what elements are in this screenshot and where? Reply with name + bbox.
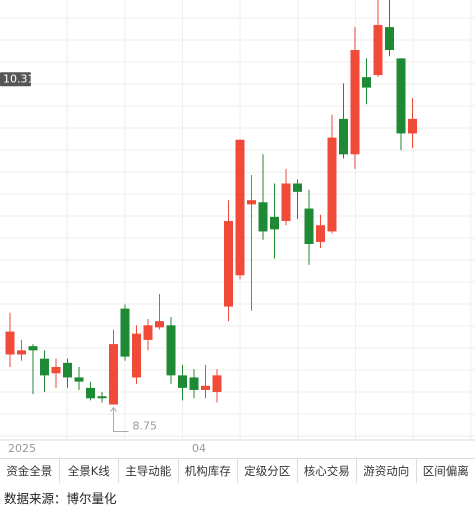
candle-body [155, 321, 164, 328]
candle-body [143, 325, 153, 340]
candle-body [408, 118, 417, 134]
candle-body [28, 346, 38, 351]
tab[interactable]: 定级分区 [238, 459, 298, 483]
x-tick-label: 2025 [8, 442, 36, 455]
candle-body [339, 118, 348, 155]
low-marker-label: 8.75 [133, 420, 158, 433]
candle-body [385, 27, 394, 51]
candle-body [40, 358, 49, 376]
candle-body [212, 375, 222, 393]
candle-body [304, 208, 314, 244]
tab[interactable]: 资金全景 [0, 459, 60, 483]
price-label: 10.31 [3, 73, 35, 86]
candle-body [109, 344, 118, 405]
candle-body [5, 331, 15, 355]
candle-body [74, 377, 84, 382]
candle-body [97, 396, 107, 399]
candle-body [189, 377, 199, 390]
candle-body [396, 58, 406, 134]
candle-body [178, 375, 187, 388]
tab[interactable]: 主导动能 [119, 459, 179, 483]
candle-body [281, 183, 291, 222]
tab[interactable]: 机构库存 [179, 459, 238, 483]
x-tick-label: 04 [192, 442, 206, 455]
tab[interactable]: 游资动向 [357, 459, 417, 483]
candle-body [327, 137, 337, 232]
candle-body [293, 183, 302, 192]
tab[interactable]: 核心交易 [298, 459, 357, 483]
candle-body [270, 216, 279, 230]
candle-body [166, 325, 176, 376]
candle-body [17, 350, 26, 355]
candle-body [373, 25, 383, 76]
candle-body [316, 225, 325, 242]
tab-bar: 资金全景 全景K线 主导动能 机构库存 定级分区 核心交易 游资动向 区间偏离 [0, 458, 475, 483]
candle-body [51, 367, 61, 374]
source-note: 数据来源：博尔量化 [4, 491, 117, 506]
candle-body [63, 362, 72, 378]
price-label-box [0, 72, 31, 87]
candle-body [235, 139, 245, 276]
candle-body [224, 221, 233, 307]
candle-body [350, 50, 360, 155]
candle-body [258, 202, 268, 232]
candle-body [201, 385, 210, 390]
tab[interactable]: 区间偏离 [422, 464, 469, 478]
candle-body [362, 77, 371, 88]
low-marker-arrow [110, 406, 129, 433]
candle-body [247, 200, 256, 205]
tab[interactable]: 全景K线 [60, 459, 119, 483]
chart: 2025 04 10.31 8.75 [0, 0, 475, 455]
candle-body [132, 333, 141, 378]
candle-body [86, 387, 95, 399]
candle-body [120, 308, 130, 357]
